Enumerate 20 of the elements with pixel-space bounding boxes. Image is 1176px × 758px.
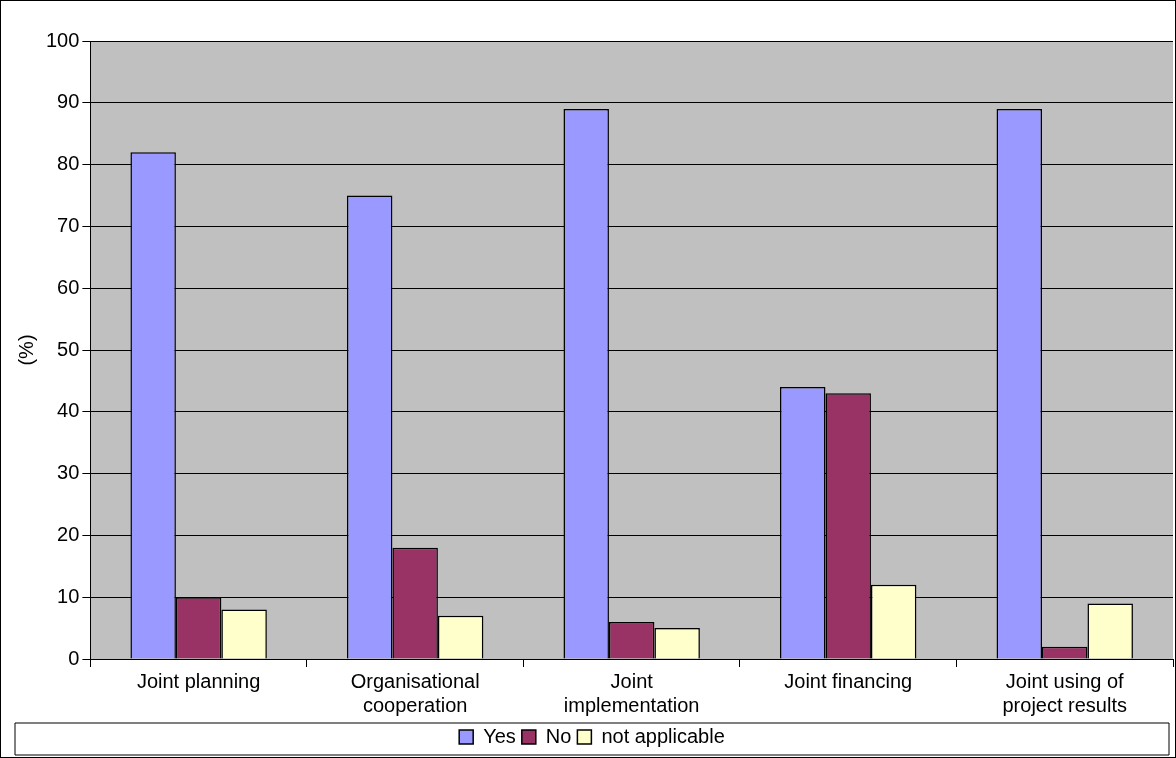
y-tick-label: 30 xyxy=(57,461,80,484)
y-tick-label: 80 xyxy=(57,152,80,175)
legend-label: No xyxy=(545,724,572,747)
y-axis-title: (%) xyxy=(14,334,37,366)
y-tick-label: 70 xyxy=(57,213,80,236)
y-tick-label: 0 xyxy=(68,646,80,669)
x-tick-label: Joint using of project results xyxy=(1002,669,1127,716)
x-tick-label: Joint planning xyxy=(136,669,261,692)
x-tick-label: Organisational cooperation xyxy=(350,669,480,716)
y-tick-label: 60 xyxy=(57,275,80,298)
x-tick-label: Joint financing xyxy=(784,669,913,692)
x-tick-label: Joint implementation xyxy=(563,669,700,716)
y-tick-label: 50 xyxy=(57,337,80,360)
legend-label: not applicable xyxy=(601,724,725,747)
y-tick-label: 100 xyxy=(45,28,80,51)
y-tick-label: 10 xyxy=(57,584,80,607)
y-tick-label: 40 xyxy=(57,399,80,422)
legend-label: Yes xyxy=(483,724,516,747)
y-tick-label: 90 xyxy=(57,90,80,113)
y-tick-label: 20 xyxy=(57,522,80,545)
